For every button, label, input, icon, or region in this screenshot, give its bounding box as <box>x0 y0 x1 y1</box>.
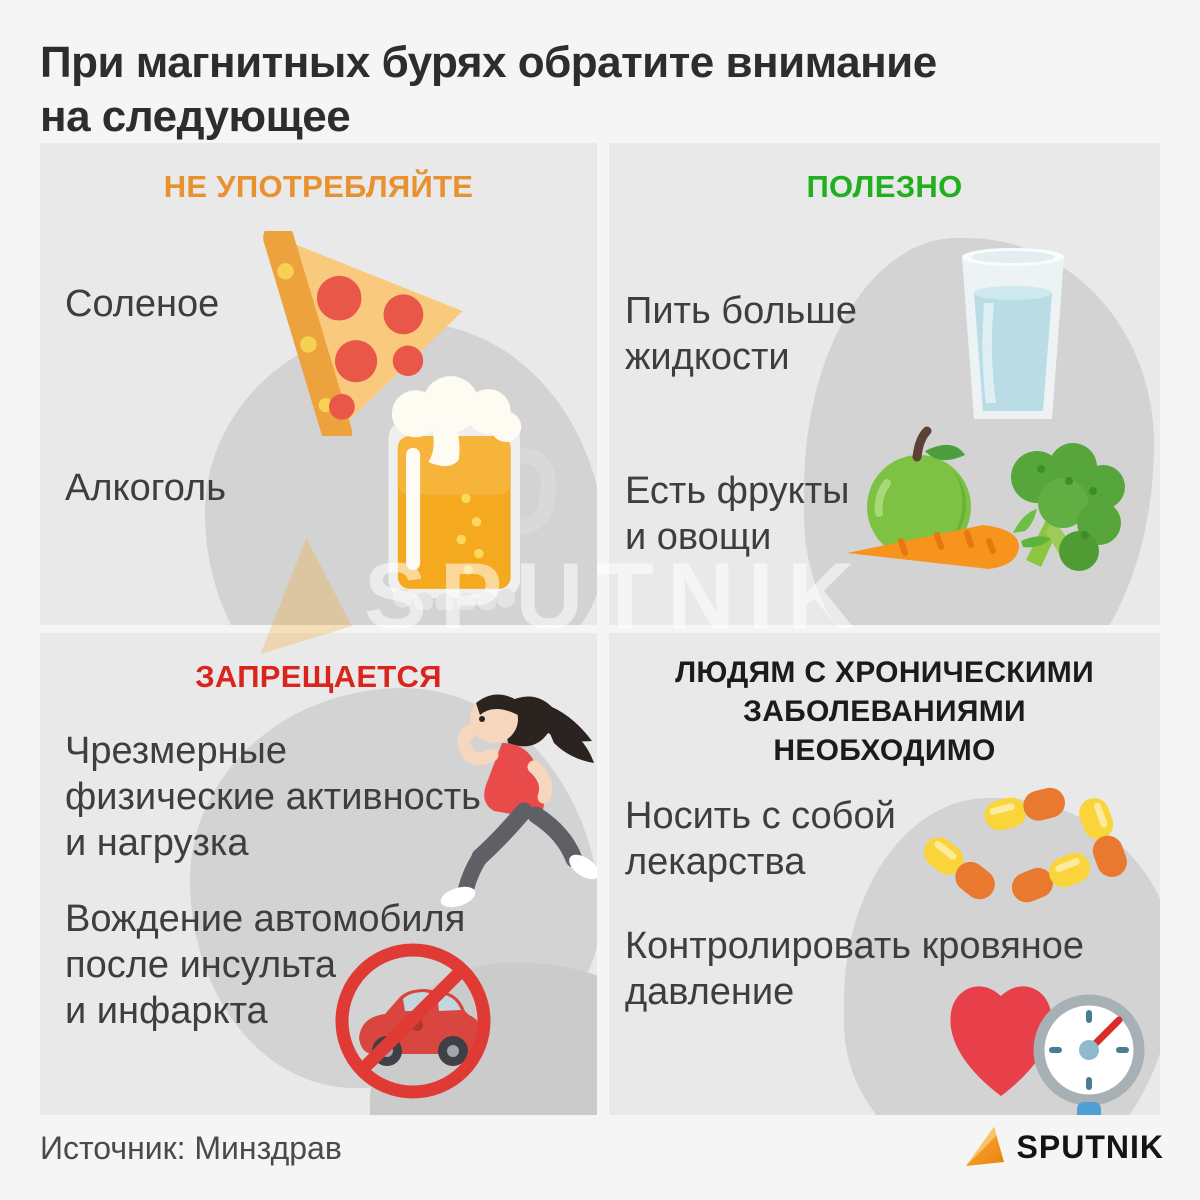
item-label-blood-pressure: Контролировать кровяное давление <box>625 925 1085 1013</box>
panel-header-do-not-consume: НЕ УПОТРЕБЛЯЙТЕ <box>163 169 474 204</box>
brand-text: SPUTNIK <box>1016 1128 1164 1165</box>
item-label-drink-fluids: Пить больше жидкости <box>625 290 857 378</box>
panel-header-chronic: ЛЮДЯМ С ХРОНИЧЕСКИМИ ЗАБОЛЕВАНИЯМИ НЕОБХ… <box>675 656 1094 767</box>
panel-useful: ПОЛЕЗНО Пить больше жидкости Есть фрукты… <box>609 143 1160 625</box>
source-caption: Источник: Минздрав <box>40 1130 342 1166</box>
item-label-driving: Вождение автомобиля после инсульта и инф… <box>65 898 466 1032</box>
water-glass-icon <box>954 243 1072 428</box>
brand-logo: SPUTNIK <box>962 1124 1164 1170</box>
beer-mug-icon <box>362 375 557 610</box>
item-label-physical-activity: Чрезмерные физические активность и нагру… <box>65 730 481 864</box>
page-title: При магнитных бурях обратите внимание на… <box>40 38 937 141</box>
carrot <box>847 509 1051 569</box>
panel-header-forbidden: ЗАПРЕЩАЕТСЯ <box>195 659 442 694</box>
panel-forbidden: ЗАПРЕЩАЕТСЯ Чрезмерные физические активн… <box>40 633 597 1115</box>
panel-chronic-patients: ЛЮДЯМ С ХРОНИЧЕСКИМИ ЗАБОЛЕВАНИЯМИ НЕОБХ… <box>609 633 1160 1115</box>
heart-pressure-gauge-icon <box>939 958 1154 1115</box>
panel-do-not-consume: НЕ УПОТРЕБЛЯЙТЕ Соленое Алкоголь <box>40 143 597 625</box>
item-label-salty: Соленое <box>65 283 220 325</box>
brand-arrow-icon <box>965 1127 1004 1166</box>
broccoli <box>1011 443 1125 571</box>
no-car-sign-icon <box>333 941 493 1101</box>
pill-capsules-icon <box>909 781 1129 921</box>
item-label-fruits-vegetables: Есть фрукты и овощи <box>625 470 850 558</box>
item-label-medications: Носить с собой лекарства <box>625 795 896 883</box>
pizza-slice-icon <box>225 231 470 436</box>
panel-header-useful: ПОЛЕЗНО <box>806 169 963 204</box>
fruits-vegetables-icon <box>841 425 1126 600</box>
running-woman-icon <box>432 675 597 915</box>
item-label-alcohol: Алкоголь <box>65 467 226 509</box>
